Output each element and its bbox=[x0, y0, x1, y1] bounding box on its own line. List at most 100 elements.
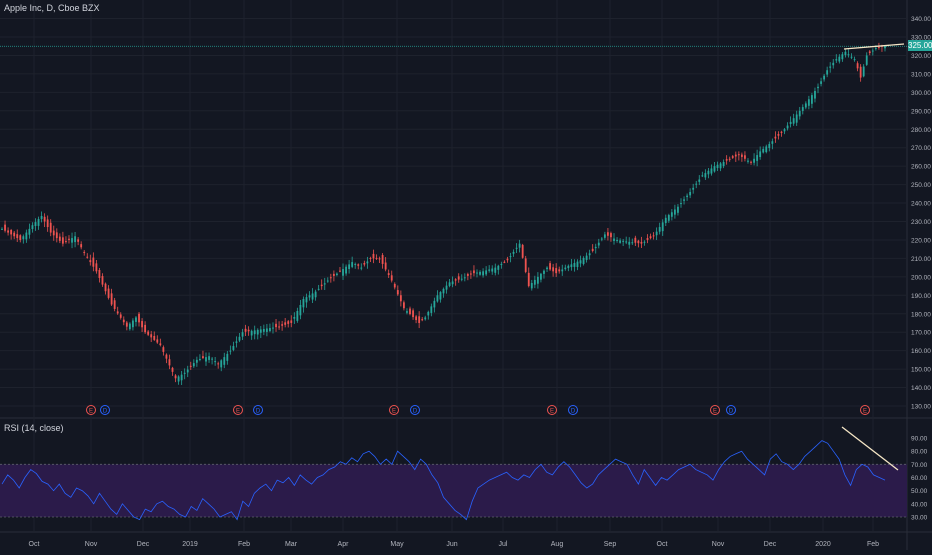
candle-body bbox=[31, 225, 34, 230]
y-tick-label: 220.00 bbox=[911, 237, 931, 244]
candle-body bbox=[713, 166, 716, 172]
candle-body bbox=[77, 239, 80, 242]
candle-body bbox=[610, 233, 612, 238]
event-label: D bbox=[256, 409, 261, 415]
y-tick-label: 240.00 bbox=[911, 201, 931, 208]
candle-body bbox=[552, 267, 555, 272]
candle-body bbox=[616, 239, 618, 241]
candle-body bbox=[594, 246, 597, 249]
event-marker bbox=[100, 405, 110, 415]
candle-body bbox=[442, 288, 445, 294]
candle-body bbox=[549, 263, 551, 270]
candle-body bbox=[448, 282, 451, 286]
rsi-y-tick-label: 40.00 bbox=[911, 501, 928, 508]
candle-body bbox=[619, 240, 622, 243]
candle-body bbox=[247, 329, 250, 332]
candle-body bbox=[771, 141, 774, 144]
candle-body bbox=[527, 272, 530, 287]
candle-body bbox=[820, 81, 822, 84]
candle-body bbox=[168, 359, 171, 366]
candle-body bbox=[317, 288, 320, 290]
candle-body bbox=[165, 354, 168, 359]
candle-body bbox=[798, 110, 801, 117]
candle-body bbox=[211, 358, 214, 360]
candle-body bbox=[403, 302, 405, 309]
candle-body bbox=[573, 263, 576, 267]
candle-body bbox=[433, 300, 436, 308]
candle-body bbox=[786, 125, 789, 129]
rsi-title: RSI (14, close) bbox=[4, 423, 64, 433]
candle-body bbox=[436, 295, 439, 302]
candle-body bbox=[299, 304, 302, 316]
candle-body bbox=[4, 224, 6, 231]
x-tick-label: Oct bbox=[657, 541, 668, 548]
candle-body bbox=[58, 236, 61, 241]
candle-body bbox=[13, 232, 16, 237]
candle-body bbox=[195, 359, 198, 363]
candle-body bbox=[357, 264, 360, 266]
candle-body bbox=[680, 203, 682, 205]
candle-body bbox=[153, 335, 156, 340]
candle-body bbox=[55, 232, 58, 239]
candle-body bbox=[253, 330, 256, 335]
event-label: D bbox=[571, 409, 576, 415]
y-tick-label: 260.00 bbox=[911, 164, 931, 171]
candle-body bbox=[110, 293, 113, 305]
candle-body bbox=[119, 314, 122, 318]
candle-body bbox=[250, 330, 253, 336]
candle-body bbox=[506, 258, 509, 261]
candle-body bbox=[482, 271, 484, 276]
candle-body bbox=[814, 90, 816, 99]
y-tick-label: 160.00 bbox=[911, 348, 931, 355]
candle-body bbox=[74, 236, 76, 243]
candle-body bbox=[460, 278, 463, 280]
candle-body bbox=[716, 164, 719, 168]
candle-body bbox=[208, 356, 210, 360]
candle-body bbox=[670, 212, 673, 217]
candle-body bbox=[463, 277, 466, 279]
event-label: E bbox=[89, 409, 93, 415]
event-marker bbox=[389, 405, 399, 415]
candle-body bbox=[737, 154, 740, 156]
candle-body bbox=[728, 158, 731, 160]
candle-body bbox=[579, 260, 582, 264]
candle-body bbox=[412, 310, 414, 318]
candle-body bbox=[43, 216, 46, 222]
candle-body bbox=[61, 237, 64, 244]
candle-body bbox=[95, 263, 98, 272]
event-label: E bbox=[392, 409, 396, 415]
candle-body bbox=[262, 328, 265, 332]
y-tick-label: 180.00 bbox=[911, 311, 931, 318]
candle-body bbox=[22, 236, 25, 240]
candle-body bbox=[689, 191, 692, 196]
candle-body bbox=[564, 267, 567, 270]
candle-body bbox=[393, 283, 396, 288]
y-tick-label: 190.00 bbox=[911, 293, 931, 300]
candle-body bbox=[734, 154, 737, 157]
candle-body bbox=[646, 238, 649, 240]
candle-body bbox=[838, 56, 841, 62]
candle-body bbox=[686, 195, 688, 198]
candle-body bbox=[759, 151, 762, 157]
candle-body bbox=[150, 334, 153, 338]
candle-body bbox=[576, 261, 579, 267]
x-tick-label: Nov bbox=[712, 541, 725, 548]
event-marker bbox=[568, 405, 578, 415]
candle-body bbox=[789, 121, 792, 125]
candle-body bbox=[543, 270, 545, 274]
x-tick-label: Feb bbox=[867, 541, 879, 548]
candle-body bbox=[853, 59, 856, 61]
candle-body bbox=[226, 353, 229, 361]
candle-body bbox=[731, 156, 734, 158]
candle-body bbox=[536, 276, 539, 284]
candle-body bbox=[25, 232, 28, 240]
x-tick-label: Dec bbox=[764, 541, 777, 548]
candle-body bbox=[655, 231, 658, 236]
candle-body bbox=[290, 320, 293, 323]
candle-body bbox=[817, 86, 819, 89]
candle-body bbox=[521, 244, 524, 258]
x-tick-label: Oct bbox=[29, 541, 40, 548]
candle-body bbox=[637, 240, 640, 244]
candle-body bbox=[762, 148, 765, 153]
rsi-y-tick-label: 90.00 bbox=[911, 436, 928, 443]
